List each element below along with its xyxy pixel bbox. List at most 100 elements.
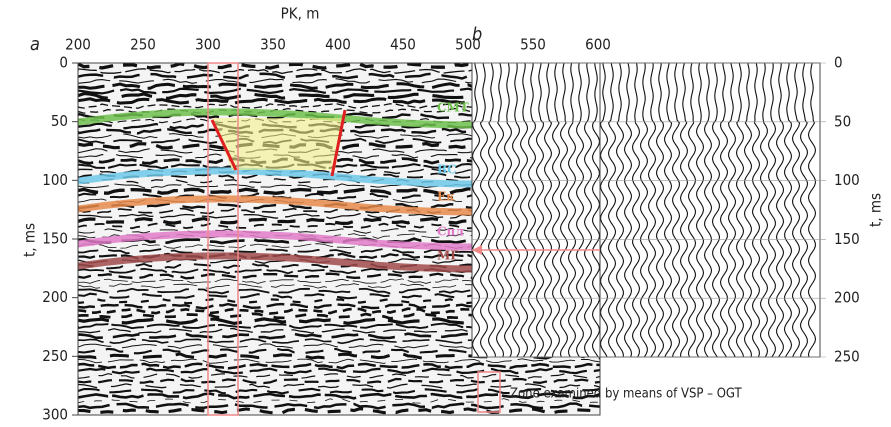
x-tick-label: 550 xyxy=(520,36,546,54)
horizon-label: СМТ xyxy=(437,101,469,115)
y-tick-label: 50 xyxy=(51,112,68,130)
trace xyxy=(615,63,625,357)
zone-fill xyxy=(212,118,345,170)
y-tick-label: 250 xyxy=(834,348,860,366)
trace xyxy=(703,63,713,357)
x-axis-title: PK, m xyxy=(281,5,320,23)
reflector xyxy=(78,247,600,255)
y-tick-label: 300 xyxy=(42,406,68,424)
fault xyxy=(210,119,238,171)
x-tick-label: 300 xyxy=(195,36,221,54)
trace xyxy=(679,63,689,357)
trace xyxy=(623,63,633,357)
trace xyxy=(663,63,673,357)
trace xyxy=(775,63,785,357)
legend-swatch xyxy=(477,371,501,413)
x-tick-label: 250 xyxy=(130,36,156,54)
y-tick-label: 200 xyxy=(42,288,68,306)
y-tick-label: 50 xyxy=(834,112,851,130)
x-tick-label: 200 xyxy=(65,36,91,54)
trace xyxy=(719,63,729,357)
reflector xyxy=(78,367,600,375)
trace xyxy=(759,63,769,357)
reflector xyxy=(78,377,600,385)
y-axis-title: t, ms xyxy=(867,193,885,227)
reflector xyxy=(78,373,600,379)
trace xyxy=(567,63,577,357)
trace xyxy=(543,63,553,357)
trace xyxy=(695,63,705,357)
reflector xyxy=(78,72,600,80)
trace xyxy=(511,63,521,357)
trace xyxy=(495,63,505,357)
trace xyxy=(711,63,721,357)
trace xyxy=(767,63,777,357)
y-tick-label: 100 xyxy=(42,171,68,189)
trace xyxy=(551,63,561,357)
trace xyxy=(727,63,737,357)
trace xyxy=(743,63,753,357)
reflector xyxy=(78,407,600,415)
trace xyxy=(591,63,601,357)
trace xyxy=(503,63,513,357)
y-tick-label: 200 xyxy=(834,289,860,307)
trace xyxy=(799,63,809,357)
trace xyxy=(647,63,657,357)
x-tick-label: 350 xyxy=(260,36,286,54)
x-tick-label: 600 xyxy=(585,36,611,54)
reflector xyxy=(78,392,600,400)
x-tick-label: 450 xyxy=(390,36,416,54)
y-tick-label: 100 xyxy=(834,171,860,189)
trace xyxy=(487,63,497,357)
reflector xyxy=(78,183,600,190)
trace xyxy=(639,63,649,357)
legend-text: Zone examined by means of VSP – OGT xyxy=(510,387,743,402)
trace xyxy=(519,63,529,357)
panel-label: a xyxy=(30,34,40,55)
trace xyxy=(655,63,665,357)
trace xyxy=(791,63,801,357)
horizon-label: Ек xyxy=(437,190,455,204)
trace xyxy=(735,63,745,357)
horizon-label: ВС xyxy=(437,163,457,177)
arrow-head xyxy=(472,245,482,255)
y-tick-label: 150 xyxy=(42,230,68,248)
horizon-label: Спл xyxy=(437,225,464,239)
trace xyxy=(535,63,545,357)
trace xyxy=(631,63,641,357)
y-tick-label: 150 xyxy=(834,230,860,248)
y-tick-label: 0 xyxy=(59,54,68,72)
trace xyxy=(687,63,697,357)
trace xyxy=(807,63,817,357)
reflector xyxy=(78,332,600,340)
trace xyxy=(575,63,585,357)
horizon-label: МГ xyxy=(437,249,459,263)
reflector xyxy=(78,362,600,370)
panel-label: b xyxy=(472,24,482,45)
seismic-section-b xyxy=(472,63,820,357)
reflector xyxy=(78,177,600,185)
y-tick-label: 250 xyxy=(42,347,68,365)
trace xyxy=(783,63,793,357)
trace xyxy=(607,63,617,357)
reflector xyxy=(78,383,600,389)
reflector xyxy=(78,402,600,410)
y-axis-title: t, ms xyxy=(21,223,39,257)
reflector xyxy=(78,387,600,395)
reflector xyxy=(78,118,600,124)
trace xyxy=(751,63,761,357)
trace xyxy=(479,63,489,357)
trace xyxy=(583,63,593,357)
vsp-zone xyxy=(207,62,239,416)
fault xyxy=(330,109,347,177)
trace xyxy=(671,63,681,357)
trace xyxy=(527,63,537,357)
reflector xyxy=(78,228,600,234)
x-tick-label: 500 xyxy=(455,36,481,54)
y-tick-label: 0 xyxy=(834,54,843,72)
reflector xyxy=(78,287,600,295)
reflector xyxy=(78,102,600,109)
trace xyxy=(559,63,569,357)
x-tick-label: 400 xyxy=(325,36,351,54)
